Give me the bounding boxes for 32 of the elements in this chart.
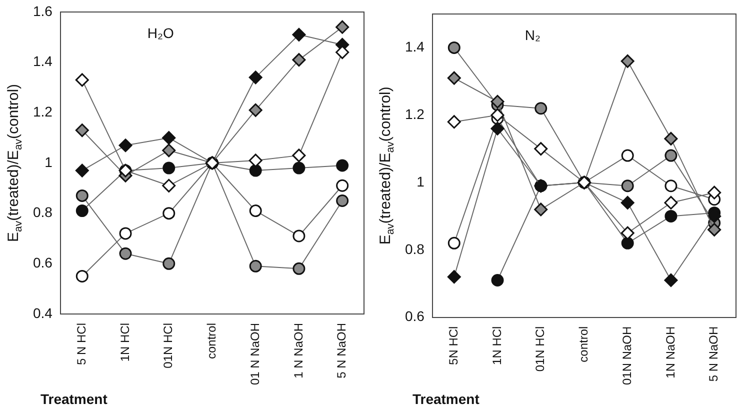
y-tick-label: 0.8 [404, 240, 425, 257]
x-tick-label: 1 N NaOH [291, 322, 306, 378]
y-tick-label: 0.6 [404, 308, 425, 324]
x-tick-label: 5 N NaOH [706, 326, 721, 382]
x-tick-label: 5N HCl [446, 326, 460, 365]
x-tick-label: 1N HCl [490, 326, 504, 365]
y-axis-title: Eav(treated)/Eav(control) [5, 84, 24, 242]
y-tick-label: 1.6 [32, 2, 53, 19]
y-tick-label: 1 [44, 154, 53, 170]
x-tick-label: 5 N HCl [74, 322, 88, 365]
x-tick-label: control [576, 326, 591, 362]
x-tick-label: 5 N NaOH [334, 322, 349, 378]
y-axis-title: Eav(treated)/Eav(control) [377, 86, 396, 245]
y-tick-label: 1.4 [32, 53, 53, 70]
y-tick-label: 1.2 [404, 106, 425, 122]
x-tick-label: 1N HCl [118, 322, 132, 362]
x-tick-label: 01N HCl [533, 326, 548, 372]
y-tick-label: 1.2 [32, 104, 53, 120]
x-axis-title: Treatment [40, 390, 108, 407]
x-tick-label: 1N NaOH [663, 326, 678, 378]
x-tick-label: 01N HCl [161, 322, 176, 368]
x-tick-label: 01 N NaOH [248, 322, 262, 386]
x-axis-title: Treatment [412, 390, 480, 407]
y-tick-label: 0.8 [32, 204, 53, 220]
y-tick-label: 0.6 [32, 254, 53, 271]
y-tick-label: 1 [416, 173, 425, 190]
x-tick-label: control [204, 322, 219, 360]
text: H₂O [147, 24, 174, 41]
text: N₂ [524, 26, 540, 43]
y-tick-label: 0.4 [32, 304, 53, 321]
y-tick-label: 1.4 [404, 38, 425, 55]
x-tick-label: 01N NaOH [620, 326, 634, 385]
